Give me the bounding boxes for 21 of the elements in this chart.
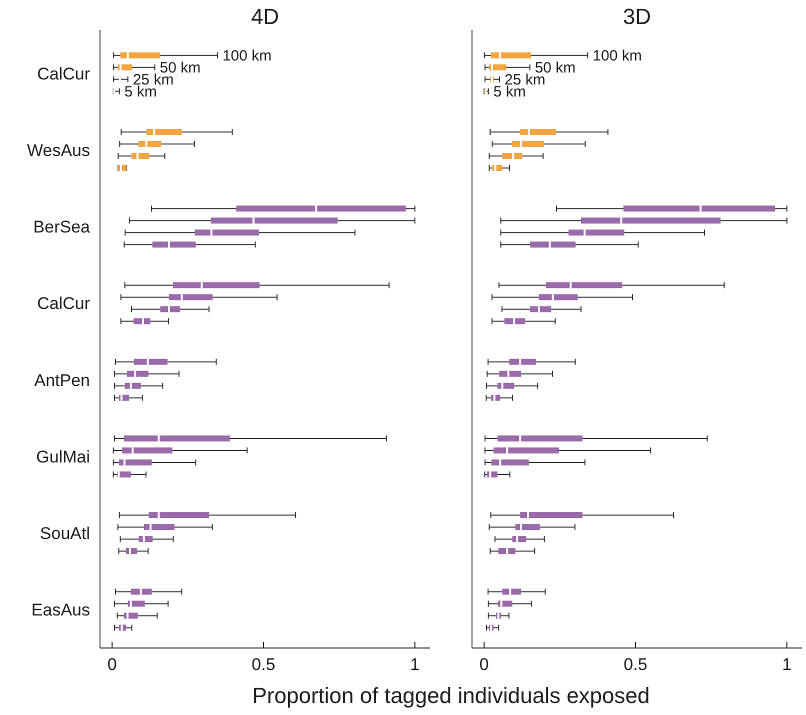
chart-title: 3D bbox=[622, 4, 652, 29]
x-tick-label: 0.5 bbox=[624, 655, 648, 674]
x-tick-label: 0 bbox=[479, 655, 489, 674]
text: 100 km bbox=[592, 48, 642, 65]
x-tick-label: 0 bbox=[107, 655, 117, 674]
series-label: 50 km bbox=[160, 60, 201, 77]
text: 100 km bbox=[222, 48, 272, 65]
y-tick-label: BerSea bbox=[33, 218, 91, 237]
x-tick-label: 0.5 bbox=[252, 655, 276, 674]
x-tick-label: 1 bbox=[410, 655, 420, 674]
y-tick-label: EasAus bbox=[31, 600, 90, 620]
y-tick-label: GulMai bbox=[36, 447, 90, 466]
y-tick-label: AntPen bbox=[34, 370, 90, 390]
y-tick-label: CalCur bbox=[37, 294, 90, 314]
series-label: 50 km bbox=[534, 60, 576, 77]
y-tick-label: SouAtl bbox=[40, 524, 90, 544]
x-tick-label: 1 bbox=[782, 655, 792, 674]
x-axis-title: Proportion of tagged individuals exposed bbox=[252, 683, 650, 708]
y-tick-label: WesAus bbox=[27, 140, 90, 160]
chart-title: 4D bbox=[250, 4, 280, 29]
y-tick-label: CalCur bbox=[37, 64, 90, 84]
